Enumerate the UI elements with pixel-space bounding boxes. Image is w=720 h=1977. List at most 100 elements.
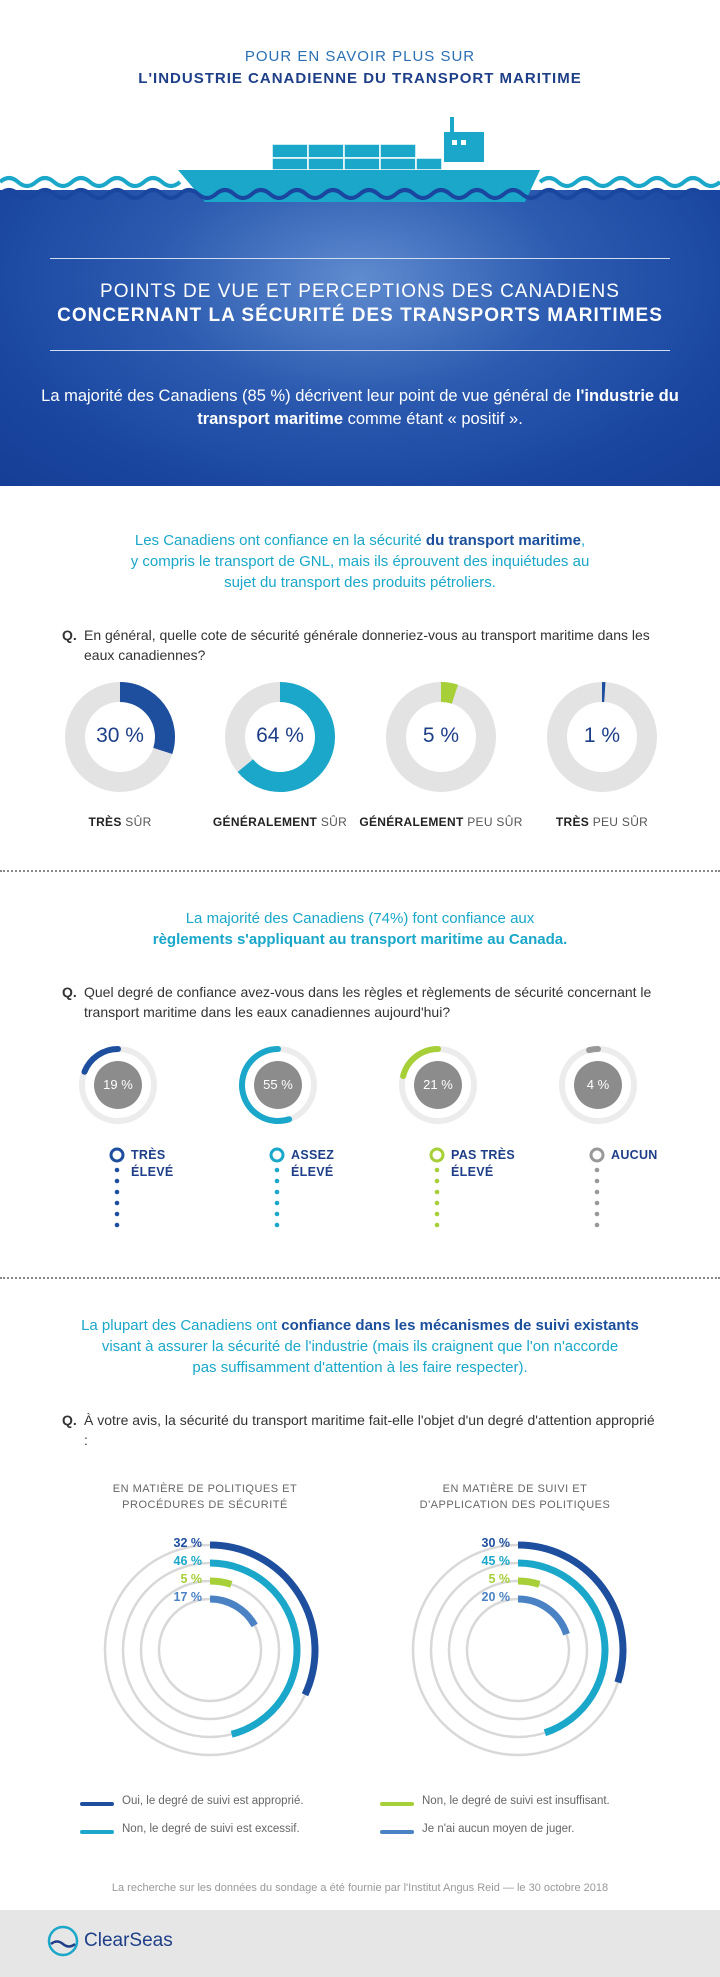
intro-text: visant à assurer la sécurité de l'indust… [101, 1338, 619, 1355]
stem-dot [434, 1189, 440, 1195]
confidence-label: TRÈS ÉLEVÉ [131, 1147, 221, 1181]
donut-value-arc [237, 682, 335, 792]
intro-text: sujet du transport des produits pétrolie… [224, 574, 496, 591]
ship-illustration [0, 117, 720, 202]
ring-value-arc [209, 1577, 233, 1588]
pre-title-bold: L'INDUSTRIE CANADIENNE DU TRANSPORT MARI… [138, 70, 582, 87]
stem-dot [434, 1211, 440, 1217]
intro-bold: du transport maritime [425, 532, 581, 549]
label-bold: TRÈS [555, 815, 590, 829]
stem-circle [589, 1147, 605, 1163]
ring-percent: 20 % [481, 1590, 511, 1604]
stem-dot [274, 1178, 280, 1184]
legend-swatch [380, 1802, 414, 1806]
stem-dot [274, 1200, 280, 1206]
ring-value-arc [517, 1541, 627, 1684]
ring-percent: 30 % [481, 1536, 511, 1550]
intro-text: pas suffisamment d'attention à les faire… [192, 1359, 528, 1376]
gauge-percent: 4 % [586, 1077, 610, 1092]
gauge-percent: 19 % [103, 1077, 133, 1092]
ship-icon [178, 117, 540, 202]
legend-label: Non, le degré de suivi est insuffisant. [422, 1795, 610, 1807]
gauge-arc [586, 1046, 601, 1054]
stem-circle [429, 1147, 445, 1163]
label-line: AUCUN [611, 1148, 658, 1162]
label-rest: SÛR [121, 815, 152, 829]
ring-value-arc [209, 1559, 301, 1738]
question-1: Q. En général, quelle cote de sécurité g… [62, 625, 662, 665]
chart-title-line: D'APPLICATION DES POLITIQUES [419, 1499, 611, 1511]
gauge-center [94, 1061, 142, 1109]
donut-value-arc [440, 682, 458, 704]
legend-item: Je n'ai aucun moyen de juger. [380, 1823, 680, 1843]
intro-text: y compris le transport de GNL, mais ils … [130, 553, 590, 570]
confidence-label: PAS TRÈS ÉLEVÉ [451, 1147, 541, 1181]
legend-swatch [80, 1802, 114, 1806]
ring-percent: 45 % [481, 1554, 511, 1568]
stem-dot [434, 1178, 440, 1184]
intro-bold: règlements s'appliquant au transport mar… [152, 931, 568, 948]
wave-line-icon [0, 176, 720, 188]
donut-percent: 5 % [422, 724, 460, 747]
stem-dot [274, 1167, 280, 1173]
legend-item: Oui, le degré de suivi est approprié. [80, 1795, 380, 1815]
stem-dot [594, 1222, 600, 1228]
ring-value-arc [209, 1541, 319, 1697]
label-line: ÉLEVÉ [451, 1165, 494, 1179]
stem-dot [594, 1189, 600, 1195]
trust-gauge-row [79, 1046, 637, 1228]
gauge-percent: 21 % [423, 1077, 453, 1092]
divider [50, 258, 670, 259]
confidence-label: AUCUN [611, 1147, 701, 1164]
ring-legend: Oui, le degré de suivi est approprié. Non… [80, 1795, 680, 1845]
stem-dot [594, 1200, 600, 1206]
donut-percent: 30 % [96, 724, 144, 747]
attention-ring-charts [103, 1541, 627, 1757]
legend-label: Non, le degré de suivi est excessif. [122, 1823, 300, 1835]
intro-text: , [580, 532, 586, 549]
stem-dot [434, 1167, 440, 1173]
label-line: ÉLEVÉ [131, 1165, 174, 1179]
question-number: Q. [62, 627, 77, 643]
label-rest: PEU SÛR [463, 815, 523, 829]
chart-title-right: EN MATIÈRE DE SUIVI ET D'APPLICATION DES… [390, 1481, 640, 1513]
gauge-center [574, 1061, 622, 1109]
label-bold: GÉNÉRALEMENT [359, 815, 464, 829]
stem-dot [594, 1167, 600, 1173]
intro-bold: confiance dans les mécanismes de suivi e… [281, 1317, 639, 1334]
legend-item: Non, le degré de suivi est excessif. [80, 1823, 380, 1843]
stem-dot [274, 1211, 280, 1217]
stem-dot [274, 1222, 280, 1228]
title-banner [0, 190, 720, 486]
ring-percent: 5 % [488, 1572, 510, 1586]
divider [50, 350, 670, 351]
stem-dot [114, 1200, 120, 1206]
label-rest: SÛR [317, 815, 348, 829]
ring-percent: 5 % [180, 1572, 202, 1586]
label-line: TRÈS [131, 1148, 166, 1162]
chart-title-line: EN MATIÈRE DE POLITIQUES ET [112, 1483, 298, 1495]
label-line: ÉLEVÉ [291, 1165, 334, 1179]
stem-dot [594, 1211, 600, 1217]
label-rest: PEU SÛR [589, 815, 649, 829]
stem-dot [594, 1178, 600, 1184]
gauge-center [254, 1061, 302, 1109]
stem-dot [114, 1211, 120, 1217]
intro-text: Les Canadiens ont confiance en la sécuri… [134, 532, 422, 549]
label-bold: GÉNÉRALEMENT [212, 815, 318, 829]
page-title-line1: POINTS DE VUE ET PERCEPTIONS DES CANADIE… [100, 281, 620, 302]
ring-value-arc [517, 1577, 541, 1588]
ring-percent: 17 % [173, 1590, 203, 1604]
gauge-percent: 55 % [263, 1077, 293, 1092]
stem-dot [434, 1200, 440, 1206]
donut-percent: 1 % [583, 724, 621, 747]
logo-text: ClearSeas [84, 1930, 173, 1951]
question-3: Q. À votre avis, la sécurité du transpor… [62, 1410, 662, 1450]
chart-title-line: PROCÉDURES DE SÉCURITÉ [122, 1499, 288, 1511]
legend-swatch [80, 1830, 114, 1834]
question-number: Q. [62, 984, 77, 1000]
gauge-arc [400, 1046, 441, 1080]
intro-text: La plupart des Canadiens ont [81, 1317, 278, 1334]
label-line: ASSEZ [291, 1148, 335, 1162]
legend-swatch [380, 1830, 414, 1834]
